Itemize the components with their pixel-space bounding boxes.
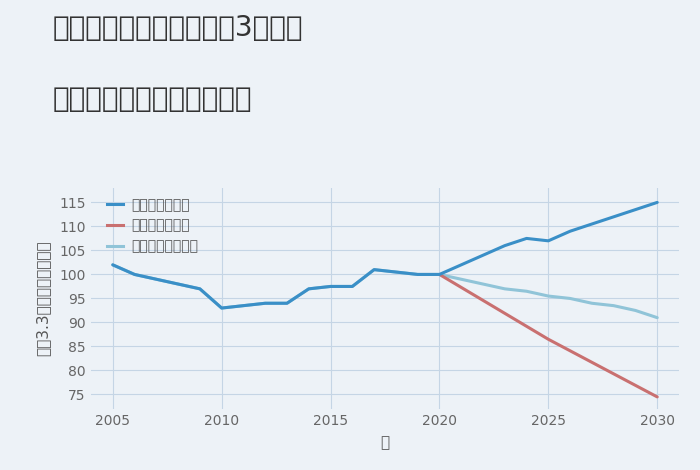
Legend: グッドシナリオ, バッドシナリオ, ノーマルシナリオ: グッドシナリオ, バッドシナリオ, ノーマルシナリオ xyxy=(104,195,202,257)
Y-axis label: 坪（3.3㎡）単価（万円）: 坪（3.3㎡）単価（万円） xyxy=(36,241,50,356)
Text: 中古マンションの価格推移: 中古マンションの価格推移 xyxy=(52,85,252,113)
X-axis label: 年: 年 xyxy=(380,435,390,450)
Text: 三重県名張市桔梗が丘西3番町の: 三重県名張市桔梗が丘西3番町の xyxy=(52,14,303,42)
